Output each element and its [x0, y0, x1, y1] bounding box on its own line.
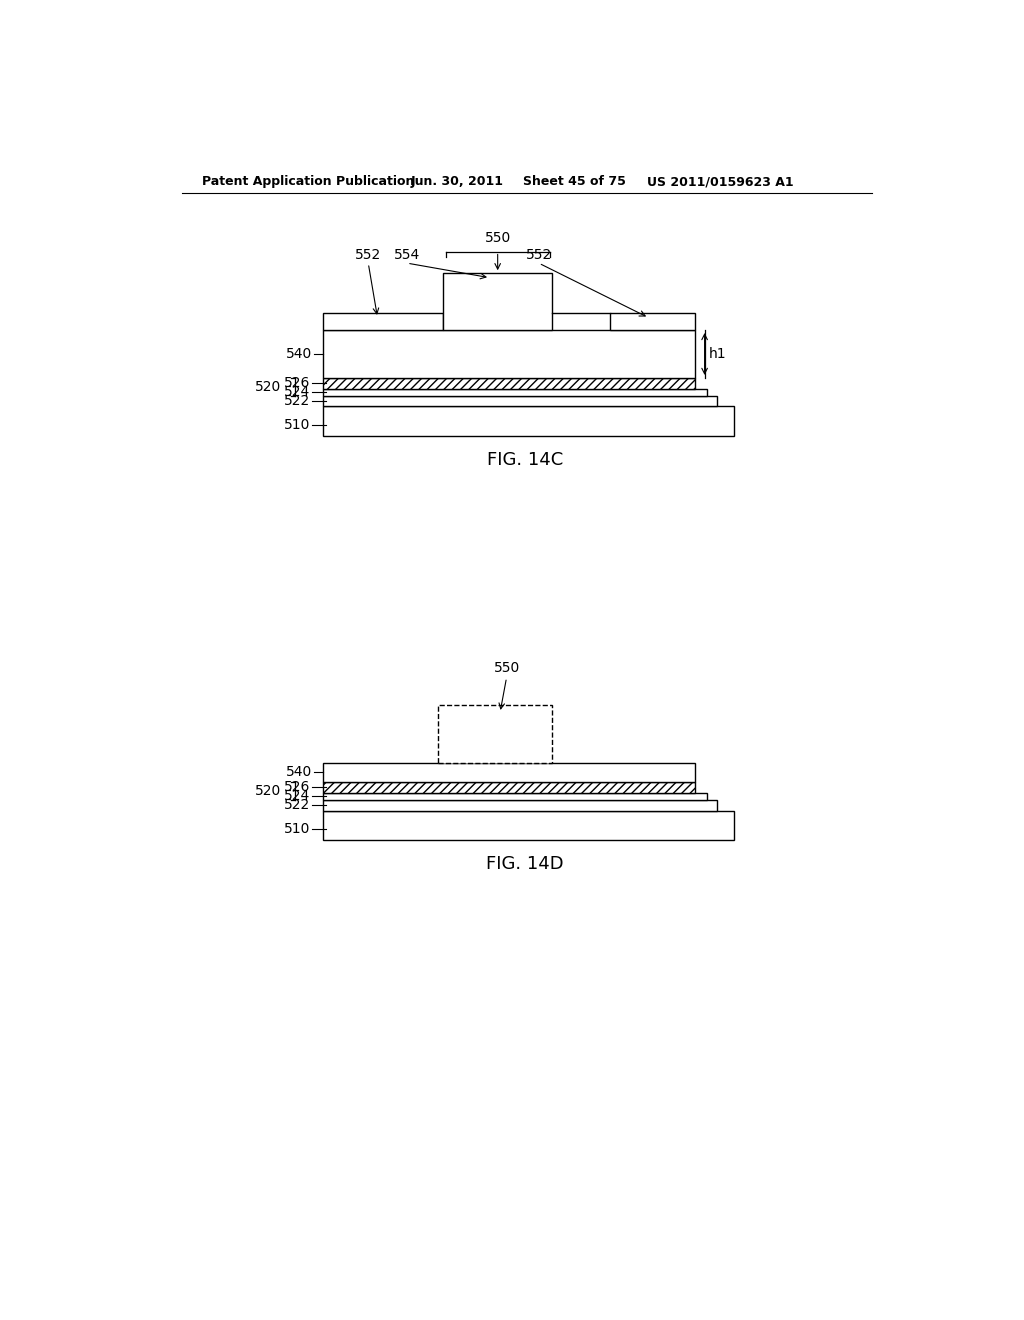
Bar [324, 388, 707, 396]
Text: h1: h1 [709, 347, 726, 360]
Text: Patent Application Publication: Patent Application Publication [202, 176, 414, 187]
Bar [324, 800, 717, 810]
Text: 510: 510 [284, 822, 310, 836]
Bar [438, 705, 552, 763]
Text: Jun. 30, 2011: Jun. 30, 2011 [411, 176, 504, 187]
Bar [324, 763, 695, 781]
Text: 552: 552 [355, 248, 381, 263]
Bar [324, 781, 695, 793]
Bar [324, 330, 695, 378]
Text: 510: 510 [284, 418, 310, 432]
Text: 522: 522 [284, 393, 310, 408]
Bar [443, 273, 552, 330]
Bar [610, 313, 695, 330]
Text: 524: 524 [284, 385, 310, 399]
Text: 540: 540 [286, 347, 312, 360]
Text: 520: 520 [255, 380, 282, 393]
Bar [324, 378, 695, 388]
Bar [324, 313, 443, 330]
Text: 526: 526 [284, 376, 310, 391]
Bar [324, 810, 734, 840]
Text: 550: 550 [484, 231, 511, 244]
Text: US 2011/0159623 A1: US 2011/0159623 A1 [647, 176, 794, 187]
Bar [324, 407, 734, 436]
Text: 554: 554 [394, 248, 420, 263]
Text: Sheet 45 of 75: Sheet 45 of 75 [523, 176, 626, 187]
Text: 526: 526 [284, 780, 310, 795]
Text: FIG. 14C: FIG. 14C [486, 451, 563, 469]
Bar [324, 793, 707, 800]
Text: 522: 522 [284, 799, 310, 812]
Text: 540: 540 [286, 766, 312, 780]
Text: 520: 520 [255, 784, 282, 799]
Bar [324, 396, 717, 407]
Text: 524: 524 [284, 789, 310, 804]
Text: 552: 552 [525, 248, 552, 263]
Text: FIG. 14D: FIG. 14D [486, 855, 563, 874]
Text: 550: 550 [494, 661, 520, 675]
